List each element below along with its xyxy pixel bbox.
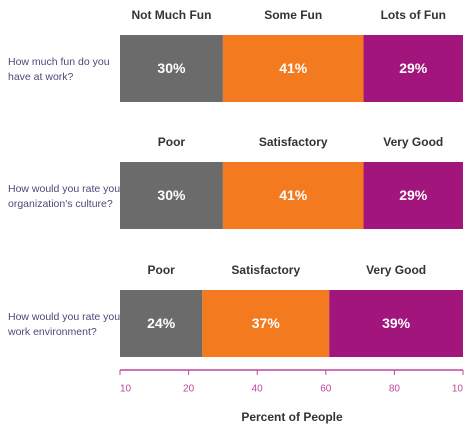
value-label: 37% xyxy=(252,315,281,331)
bar-segment xyxy=(202,290,330,357)
bar-segment xyxy=(329,290,463,357)
question: How would you rate your xyxy=(8,311,124,323)
segment-label: Very Good xyxy=(366,263,426,277)
segment-label: Poor xyxy=(158,135,186,149)
segment-label: Lots of Fun xyxy=(381,8,446,22)
x-axis-title: Percent of People xyxy=(241,410,343,424)
segment-label: Satisfactory xyxy=(231,263,300,277)
bar-segment xyxy=(120,290,203,357)
question: organization's culture? xyxy=(8,198,113,210)
bar-segment xyxy=(120,162,223,229)
question: have at work? xyxy=(8,71,74,83)
bar-segment xyxy=(363,35,463,102)
value-label: 41% xyxy=(279,60,308,76)
bar-segment xyxy=(222,35,364,102)
value-label: 29% xyxy=(399,60,428,76)
segment-label: Very Good xyxy=(383,135,443,149)
value-label: 24% xyxy=(147,315,176,331)
question: How much fun do you xyxy=(8,56,110,68)
segment-label: Satisfactory xyxy=(259,135,328,149)
value-label: 30% xyxy=(157,187,186,203)
value-label: 30% xyxy=(157,60,186,76)
x-tick-label: 10 xyxy=(120,384,132,395)
segment-label: Poor xyxy=(147,263,175,277)
segment-label: Some Fun xyxy=(264,8,322,22)
x-tick-label: 10 xyxy=(452,384,464,395)
bar-segment xyxy=(222,162,364,229)
value-label: 29% xyxy=(399,187,428,203)
value-label: 39% xyxy=(382,315,411,331)
x-tick-label: 40 xyxy=(252,384,264,395)
bar-segment xyxy=(120,35,223,102)
x-tick-label: 60 xyxy=(320,384,332,395)
x-tick-label: 20 xyxy=(183,384,195,395)
question: work environment? xyxy=(7,326,97,338)
segment-label: Not Much Fun xyxy=(131,8,211,22)
x-tick-label: 80 xyxy=(389,384,401,395)
bar-segment xyxy=(363,162,463,229)
question: How would you rate your xyxy=(8,183,124,195)
value-label: 41% xyxy=(279,187,308,203)
